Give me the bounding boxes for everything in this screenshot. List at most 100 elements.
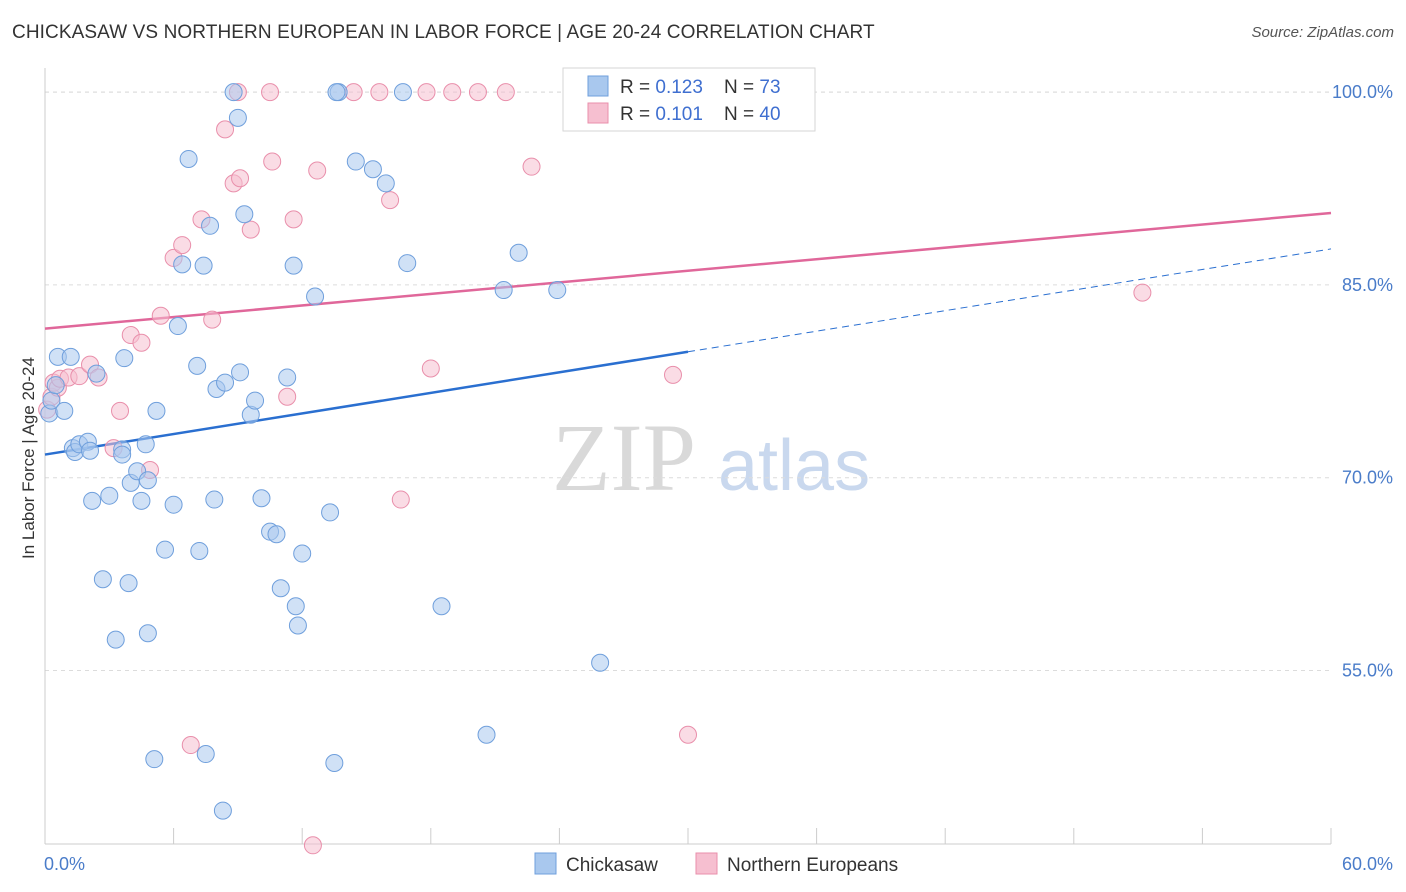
chickasaw-point-70 (548, 281, 567, 300)
y-tick-labels: 55.0% 70.0% 85.0% 100.0% (1332, 82, 1393, 680)
northern-point-6 (70, 367, 89, 386)
chickasaw-point-29 (164, 495, 183, 514)
chickasaw-point-43 (228, 108, 247, 127)
chickasaw-point-47 (246, 391, 265, 410)
northern-point-20 (216, 120, 235, 139)
northern-point-23 (231, 169, 250, 188)
chickasaw-point-33 (188, 356, 207, 375)
chickasaw-point-67 (477, 725, 496, 744)
chickasaw-point-50 (267, 525, 286, 544)
chickasaw-point-55 (288, 616, 307, 635)
chickasaw-point-58 (321, 503, 340, 522)
chickasaw-point-56 (293, 544, 312, 563)
northern-point-12 (132, 333, 151, 352)
legend-r-value-1: 0.123 (655, 77, 703, 98)
chickasaw-point-68 (494, 281, 513, 300)
northern-point-43 (1133, 283, 1152, 302)
northern-point-27 (278, 387, 297, 406)
northern-point-32 (370, 83, 389, 102)
northern-point-38 (468, 83, 487, 102)
chickasaw-point-61 (346, 152, 365, 171)
chickasaw-point-71 (591, 653, 610, 672)
chickasaw-point-19 (119, 574, 138, 593)
northern-trend-line (44, 211, 1332, 330)
northern-point-29 (303, 836, 322, 855)
northern-point-31 (344, 83, 363, 102)
chickasaw-point-31 (173, 255, 192, 274)
chickasaw-point-15 (106, 630, 125, 649)
chickasaw-point-27 (147, 401, 166, 420)
legend-n-label-1: N = (724, 77, 759, 98)
northern-point-39 (496, 83, 515, 102)
x-tick-labels: 0.0% 60.0% (44, 854, 1393, 874)
axes (44, 68, 1332, 845)
chickasaw-point-17 (113, 445, 132, 464)
chickasaw-trend-extension (687, 248, 1332, 353)
chickasaw-point-11 (83, 491, 102, 510)
chickasaw-point-35 (194, 256, 213, 275)
chickasaw-point-54 (286, 597, 305, 616)
chickasaw-swatch (587, 75, 609, 97)
chickasaw-point-4 (55, 401, 74, 420)
y-tick-label-0: 55.0% (1342, 660, 1393, 680)
x-tick-label-1: 60.0% (1342, 854, 1393, 874)
chickasaw-point-36 (196, 745, 215, 764)
trend-lines (44, 211, 1332, 456)
chickasaw-point-53 (284, 256, 303, 275)
northern-point-26 (263, 152, 282, 171)
chickasaw-point-34 (190, 541, 209, 560)
y-axis-label: In Labor Force | Age 20-24 (19, 357, 38, 559)
data-points (38, 83, 1152, 855)
watermark-atlas: atlas (718, 426, 870, 506)
chickasaw-point-10 (81, 441, 100, 460)
chickasaw-point-48 (252, 489, 271, 508)
chickasaw-point-63 (376, 174, 395, 193)
northern-point-36 (421, 359, 440, 378)
legend-r-label-2: R = (620, 104, 655, 125)
stats-legend: R = 0.123 N = 73 R = 0.101 N = 40 (562, 67, 816, 132)
northern-point-10 (111, 401, 130, 420)
northern-swatch (587, 102, 609, 124)
chickasaw-point-5 (61, 347, 80, 366)
legend-n-label-2: N = (724, 104, 759, 125)
chickasaw-point-14 (100, 486, 119, 505)
chickasaw-point-25 (138, 624, 157, 643)
chickasaw-point-2 (46, 376, 65, 395)
northern-point-37 (443, 83, 462, 102)
northern-point-41 (663, 365, 682, 384)
chickasaw-point-65 (398, 254, 417, 273)
northern-point-34 (391, 490, 410, 509)
chickasaw-point-51 (271, 579, 290, 598)
legend-row-1: R = 0.123 (620, 77, 703, 98)
chickasaw-point-40 (213, 801, 232, 820)
chickasaw-point-24 (138, 471, 157, 490)
chickasaw-point-32 (179, 149, 198, 168)
northern-point-42 (679, 725, 697, 744)
northern-point-24 (241, 220, 260, 239)
chickasaw-point-12 (87, 364, 106, 383)
chickasaw-point-18 (115, 349, 134, 368)
chickasaw-point-42 (224, 83, 243, 102)
chickasaw-point-26 (145, 750, 164, 769)
chickasaw-point-66 (432, 597, 451, 616)
northern-point-35 (417, 83, 436, 102)
chickasaw-point-23 (136, 435, 155, 454)
chickasaw-point-38 (205, 490, 224, 509)
legend-chickasaw-swatch (534, 852, 557, 875)
chickasaw-point-57 (306, 287, 325, 306)
chickasaw-point-72 (327, 83, 346, 102)
watermark: ZIP atlas (552, 404, 870, 511)
legend-n-value-2: 40 (759, 104, 780, 125)
northern-point-30 (308, 161, 327, 180)
legend-row-2: R = 0.101 (620, 104, 703, 125)
northern-point-16 (173, 236, 192, 255)
chickasaw-point-41 (216, 373, 235, 392)
northern-point-28 (284, 210, 303, 229)
y-tick-label-2: 85.0% (1342, 275, 1393, 295)
legend-n-value-1: 73 (759, 77, 780, 98)
chickasaw-point-59 (325, 754, 344, 773)
legend-n-row-2: N = 40 (724, 104, 781, 125)
chickasaw-point-37 (201, 216, 220, 235)
chickasaw-point-69 (509, 243, 528, 262)
